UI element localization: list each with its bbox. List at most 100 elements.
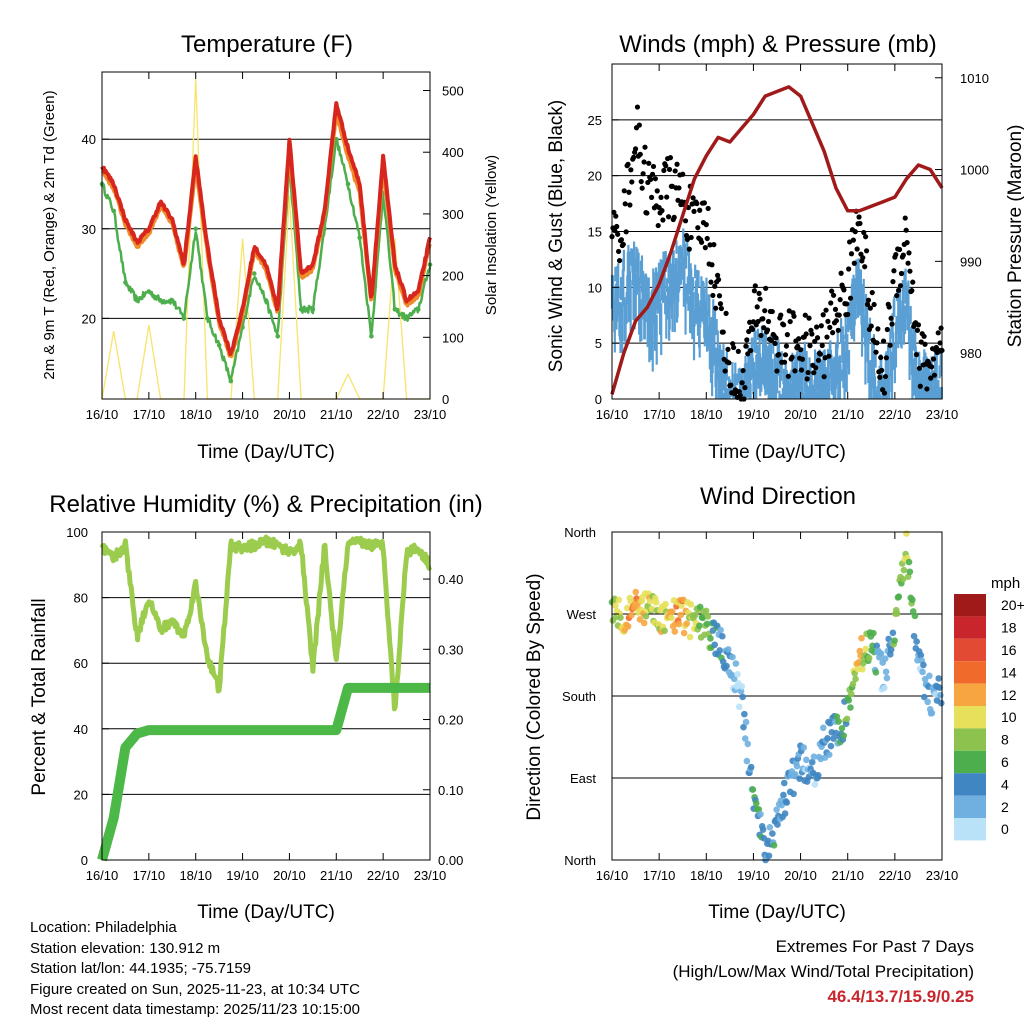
gust-point — [772, 340, 778, 347]
gust-point — [909, 288, 915, 294]
direction-point — [917, 651, 925, 659]
gust-point — [618, 237, 625, 243]
x-tick-label: 16/10 — [86, 868, 119, 883]
gust-point — [893, 251, 899, 258]
gust-point — [725, 346, 731, 352]
gust-point — [804, 376, 810, 382]
direction-point — [877, 650, 885, 657]
figure-created: Figure created on Sun, 2025-11-23, at 10… — [30, 980, 360, 998]
x-tick-label: 17/10 — [643, 868, 676, 883]
direction-point — [738, 683, 746, 690]
gust-point — [785, 373, 791, 379]
direction-point — [707, 635, 714, 642]
gust-point — [764, 327, 771, 333]
series-pressure — [610, 85, 944, 395]
gust-point — [797, 347, 804, 353]
gust-point — [703, 222, 709, 228]
gust-point — [627, 202, 633, 208]
x-tick-label: 21/10 — [831, 868, 864, 883]
gust-point — [718, 305, 724, 312]
gust-point — [773, 335, 779, 341]
gust-point — [841, 287, 847, 293]
y-tick-label: 0 — [595, 392, 602, 407]
direction-point — [730, 675, 738, 683]
direction-point — [734, 670, 741, 678]
gust-point — [634, 104, 641, 110]
gust-point — [826, 353, 832, 359]
direction-point — [899, 575, 907, 583]
gust-point — [613, 213, 619, 219]
gust-point — [805, 369, 811, 376]
gust-point — [880, 338, 887, 344]
dewpoint-point — [275, 333, 281, 339]
direction-point — [909, 596, 916, 604]
direction-point — [724, 646, 732, 653]
direction-point — [624, 623, 632, 630]
gust-point — [837, 297, 843, 303]
gust-point — [661, 167, 667, 174]
y-tick-label: North — [564, 853, 596, 868]
direction-point — [668, 608, 676, 615]
gust-point — [904, 240, 910, 246]
gust-point — [857, 220, 863, 227]
station-latlon: Station lat/lon: 44.1935; -75.7159 — [30, 960, 252, 977]
station-info: Location: Philadelphia Station elevation… — [30, 918, 360, 1021]
gust-point — [690, 195, 696, 201]
y-tick-right-label: 0.40 — [438, 572, 463, 587]
gust-point — [832, 306, 839, 312]
y-tick-right-label: 980 — [960, 346, 982, 361]
direction-point — [765, 852, 773, 860]
gust-point — [838, 270, 844, 276]
direction-point — [825, 751, 833, 758]
x-tick-label: 19/10 — [226, 868, 259, 883]
direction-point — [852, 675, 859, 683]
direction-point — [740, 723, 747, 731]
direction-point — [819, 724, 827, 732]
temperature-title: Temperature (F) — [181, 31, 353, 58]
direction-point — [744, 740, 752, 748]
gust-point — [781, 322, 787, 328]
gust-point — [616, 257, 623, 264]
direction-point — [919, 668, 926, 676]
temperature-plot-area — [99, 78, 433, 400]
colorbar-swatch — [954, 616, 986, 639]
colorbar-label: 10 — [1001, 709, 1017, 725]
gust-point — [774, 368, 780, 374]
direction-point — [711, 641, 718, 649]
y-tick-right-label: 0.00 — [438, 853, 463, 868]
dewpoint-point — [216, 342, 222, 348]
direction-point — [766, 824, 774, 831]
gust-point — [667, 155, 674, 161]
colorbar-label: 2 — [1001, 799, 1009, 815]
gust-point — [928, 375, 934, 381]
extremes-box: Extremes For Past 7 Days (High/Low/Max W… — [673, 934, 974, 1009]
gust-point — [844, 301, 850, 307]
direction-point — [827, 742, 835, 750]
gust-point — [660, 217, 666, 223]
gust-point — [707, 242, 713, 248]
direction-point — [759, 826, 767, 833]
direction-point — [642, 612, 650, 620]
gust-point — [691, 208, 697, 214]
gust-point — [930, 356, 937, 362]
x-tick-label: 22/10 — [367, 407, 400, 422]
direction-point — [937, 699, 945, 707]
direction-point — [683, 620, 690, 628]
direction-point — [920, 693, 928, 701]
direction-point — [752, 800, 760, 807]
gust-point — [890, 279, 896, 285]
series-precip — [97, 682, 430, 862]
direction-point — [640, 619, 648, 627]
direction-point — [691, 611, 699, 619]
direction-point — [906, 568, 914, 576]
winds-title: Winds (mph) & Pressure (mb) — [619, 31, 936, 58]
temperature-frame — [101, 71, 431, 400]
gust-point — [852, 229, 858, 235]
gust-point — [646, 160, 652, 166]
gust-point — [760, 316, 766, 322]
direction-point — [843, 715, 851, 723]
direction-point — [623, 604, 631, 612]
gust-point — [676, 185, 682, 191]
dewpoint-point — [181, 316, 187, 321]
